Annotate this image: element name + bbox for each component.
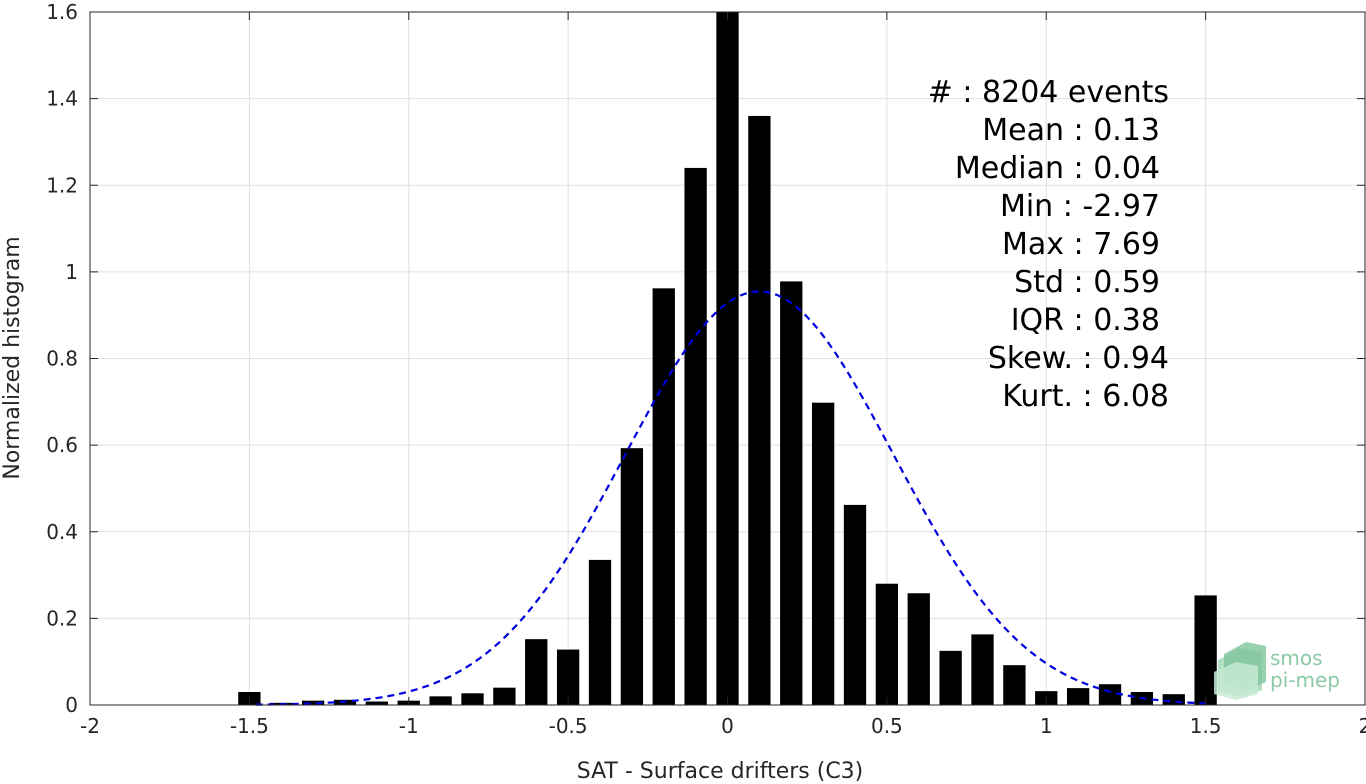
histogram-bar bbox=[556, 649, 580, 705]
y-tick-label: 0.8 bbox=[46, 347, 78, 371]
histogram-bar bbox=[971, 634, 994, 705]
logo-text-line1: smos bbox=[1270, 646, 1323, 670]
y-tick-label: 1.6 bbox=[46, 0, 78, 24]
x-tick-labels: -2 -1.5 -1 -0.5 0 0.5 1 1.5 2 bbox=[80, 714, 1366, 738]
logo-mark-icon bbox=[1214, 642, 1266, 700]
histogram-bar bbox=[588, 559, 612, 705]
stats-line: Mean : 0.13 bbox=[982, 113, 1160, 148]
histogram-bar bbox=[365, 701, 389, 705]
histogram-bar bbox=[1066, 688, 1090, 705]
stats-line: Max : 7.69 bbox=[1002, 227, 1160, 262]
axis-ticks bbox=[89, 11, 1366, 706]
y-tick-label: 1 bbox=[65, 260, 78, 284]
x-axis-label: SAT - Surface drifters (C3) bbox=[577, 759, 864, 784]
x-tick-label: -2 bbox=[80, 714, 100, 738]
normal-fit-curve bbox=[255, 290, 1206, 706]
y-tick-label: 0 bbox=[65, 693, 78, 717]
x-tick-label: -0.5 bbox=[549, 714, 588, 738]
logo-text-line2: pi-mep bbox=[1270, 668, 1340, 692]
histogram-bar bbox=[716, 12, 739, 705]
y-tick-label: 0.6 bbox=[46, 433, 78, 457]
y-tick-label: 1.2 bbox=[46, 173, 78, 197]
stats-line: Median : 0.04 bbox=[955, 151, 1160, 186]
histogram-bar bbox=[684, 167, 707, 706]
histogram-bar bbox=[493, 687, 516, 705]
histogram-bar bbox=[939, 650, 962, 705]
smos-pimep-logo: smos pi-mep bbox=[1214, 642, 1340, 700]
x-tick-label: 1.5 bbox=[1190, 714, 1222, 738]
histogram-bar bbox=[652, 288, 675, 705]
histogram-bar bbox=[429, 696, 452, 705]
histogram-bar bbox=[620, 448, 644, 705]
stats-line: Kurt. : 6.08 bbox=[1002, 379, 1169, 414]
x-tick-label: 2 bbox=[1359, 714, 1366, 738]
y-tick-label: 1.4 bbox=[46, 87, 78, 111]
stats-line: # : 8204 events bbox=[928, 75, 1169, 110]
stats-line: IQR : 0.38 bbox=[1011, 303, 1160, 338]
histogram-bar bbox=[875, 583, 899, 705]
histogram-bar bbox=[907, 593, 930, 705]
histogram-bar bbox=[1003, 665, 1026, 705]
stats-line: Min : -2.97 bbox=[1000, 189, 1160, 224]
histogram-bar bbox=[780, 281, 803, 705]
x-tick-label: 1 bbox=[1040, 714, 1053, 738]
y-tick-label: 0.2 bbox=[46, 606, 78, 630]
histogram-bar bbox=[1098, 684, 1122, 705]
histogram-bar bbox=[843, 504, 867, 705]
histogram-bar bbox=[301, 700, 325, 705]
histogram-bar bbox=[748, 115, 771, 705]
histogram-bar bbox=[1194, 595, 1217, 705]
histogram-bar bbox=[525, 639, 548, 705]
histogram-bar bbox=[811, 402, 835, 705]
histogram-bar bbox=[1162, 694, 1185, 705]
stats-line: Std : 0.59 bbox=[1014, 265, 1160, 300]
y-tick-label: 0.4 bbox=[46, 520, 78, 544]
x-tick-label: -1.5 bbox=[230, 714, 269, 738]
histogram-bar bbox=[461, 693, 484, 705]
x-tick-label: 0.5 bbox=[871, 714, 903, 738]
stats-line: Skew. : 0.94 bbox=[988, 341, 1169, 376]
y-tick-labels: 0 0.2 0.4 0.6 0.8 1 1.2 1.4 1.6 bbox=[46, 0, 78, 717]
y-axis-label: Normalized histogram bbox=[0, 236, 25, 479]
x-tick-label: 0 bbox=[721, 714, 734, 738]
x-tick-label: -1 bbox=[399, 714, 419, 738]
